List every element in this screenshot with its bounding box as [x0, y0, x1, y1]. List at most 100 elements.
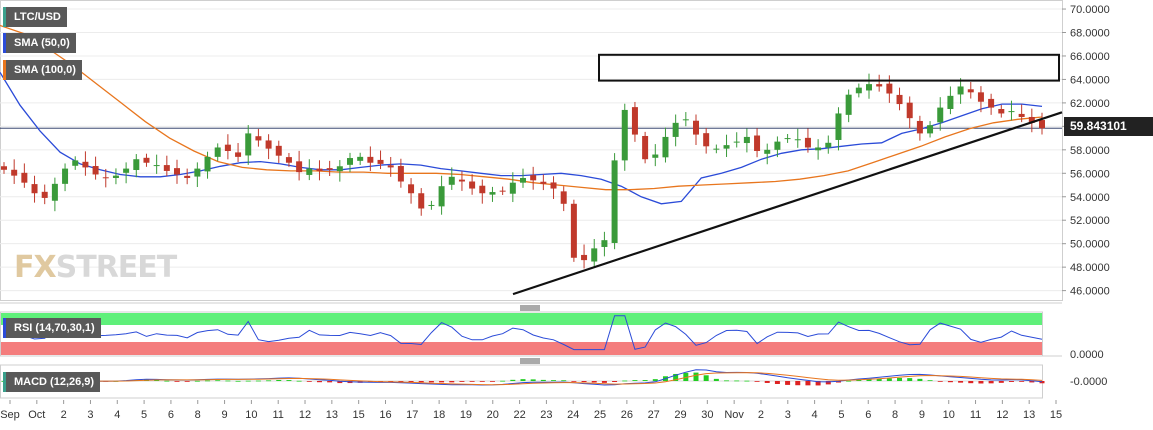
x-tick-label: 3 [785, 409, 791, 421]
candle [72, 156, 79, 170]
candle [1018, 104, 1025, 123]
macd-histogram-bar [835, 381, 841, 383]
candle [112, 168, 119, 185]
macd-histogram-bar [388, 381, 394, 382]
candle [224, 134, 231, 160]
time-axis: Sep Oct 2 3 4 5 6 8 9 10 11 12 13 15 16 17 18 19 20 22 23 24 2… [0, 400, 1062, 421]
symbol-label[interactable]: LTC/USD [3, 7, 67, 27]
macd-histogram-bar [449, 381, 455, 383]
fxstreet-watermark: FXSTREET [14, 250, 177, 285]
y-tick-label: 64.0000 [1070, 74, 1110, 86]
macd-label[interactable]: MACD (12,26,9) [3, 372, 101, 392]
macd-histogram-bar [479, 381, 485, 382]
macd-histogram-bar [225, 380, 231, 382]
macd-histogram-bar [886, 378, 892, 381]
candle [347, 152, 353, 173]
macd-histogram-bar [154, 380, 160, 381]
candle-body [957, 86, 964, 95]
x-tick-label: 10 [943, 409, 955, 421]
candle [235, 143, 242, 163]
candle [743, 128, 750, 153]
x-tick-label: 6 [168, 409, 174, 421]
candle-body [693, 120, 699, 135]
macd-histogram-bar [306, 381, 312, 382]
candle-body [21, 172, 28, 183]
macd-histogram-bar [1039, 381, 1045, 384]
x-tick-label: 2 [61, 409, 67, 421]
macd-histogram-bar [632, 380, 638, 381]
candle-body [306, 168, 313, 175]
macd-histogram-bar [428, 381, 434, 383]
candle-body [540, 181, 547, 184]
candle [815, 139, 822, 160]
candle-body [143, 157, 150, 163]
candle-body [509, 182, 516, 194]
candle-body [662, 136, 669, 158]
macd-histogram-bar [612, 381, 618, 383]
sma50-label[interactable]: SMA (50,0) [3, 33, 76, 53]
macd-histogram-bar [876, 378, 882, 381]
candle-body [784, 138, 791, 140]
macd-histogram-bar [968, 381, 974, 384]
candle-body [296, 161, 303, 173]
macd-signal-line [4, 372, 1043, 386]
candle [316, 160, 323, 181]
candle-body [1028, 116, 1035, 123]
candle [866, 73, 872, 99]
macd-histogram-bar [897, 377, 903, 381]
candle [530, 166, 537, 190]
candle-body [265, 140, 272, 149]
candle-body [672, 122, 679, 137]
macd-histogram-bar [805, 381, 811, 386]
candle-body [601, 240, 608, 247]
macd-histogram-bar [581, 381, 587, 383]
x-tick-label: 13 [326, 409, 338, 421]
candle-body [438, 186, 445, 207]
macd-histogram-bar [316, 381, 322, 383]
candle [977, 86, 984, 113]
y-tick-label: 56.0000 [1070, 168, 1110, 180]
candle [896, 87, 903, 111]
macd-histogram-bar [642, 380, 648, 381]
macd-histogram-bar [754, 381, 760, 382]
sma50-line [0, 72, 1043, 205]
watermark-fx: FX [14, 250, 57, 285]
resistance-box [598, 53, 1060, 82]
macd-splitter-handle[interactable] [0, 355, 1062, 364]
macd-histogram-bar [1008, 381, 1014, 382]
candle [550, 176, 557, 199]
candle-body [194, 168, 201, 177]
candle [672, 114, 679, 147]
candle [174, 159, 180, 184]
candle [662, 127, 669, 163]
candle [998, 104, 1005, 118]
rsi-splitter-handle[interactable] [0, 302, 1062, 311]
macd-histogram-bar [551, 380, 557, 381]
x-tick-label: 6 [865, 409, 871, 421]
candle-body [72, 160, 79, 166]
candle-body [1, 166, 7, 170]
candle [153, 154, 160, 174]
x-tick-label: Sep [0, 409, 20, 421]
candle [713, 144, 720, 154]
candlesticks [1, 73, 1045, 269]
macd-histogram-bar [184, 381, 190, 382]
rsi-label[interactable]: RSI (14,70,30,1) [3, 318, 101, 338]
x-tick-label: 30 [701, 409, 713, 421]
macd-histogram-bar [327, 381, 333, 383]
candle [631, 101, 638, 142]
candle [448, 167, 455, 190]
x-tick-label: 8 [892, 409, 898, 421]
candle-body [367, 156, 374, 163]
main-pane-frame [0, 0, 1063, 301]
y-tick-label: 46.0000 [1070, 286, 1110, 298]
sma100-label[interactable]: SMA (100,0) [3, 60, 82, 80]
x-tick-label: 11 [970, 409, 981, 421]
candle-body [479, 185, 486, 194]
macd-histogram-bar [266, 380, 272, 382]
candle-body [133, 159, 140, 171]
candle [489, 186, 496, 202]
candle-body [153, 165, 160, 167]
candle-body [804, 137, 811, 148]
